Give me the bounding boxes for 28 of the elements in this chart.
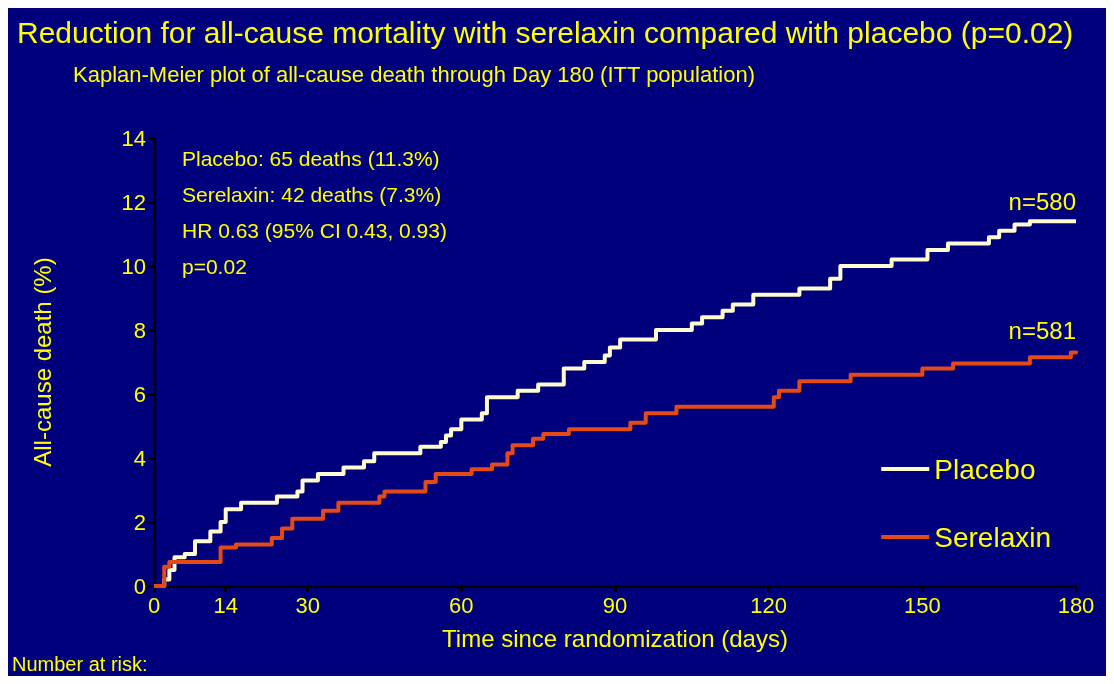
- annotation: n=581: [1008, 317, 1076, 345]
- y-tick-label: 14: [121, 125, 146, 151]
- y-tick-label: 8: [133, 317, 146, 343]
- x-axis-title: Time since randomization (days): [442, 624, 788, 652]
- x-tick-label: 90: [602, 592, 628, 618]
- legend-label: Serelaxin: [934, 521, 1051, 553]
- x-tick-label: 120: [750, 592, 788, 618]
- chart-subtitle: Kaplan-Meier plot of all-cause death through Day 180 (ITT population): [73, 61, 755, 87]
- annotation: Serelaxin: 42 deaths (7.3%): [182, 183, 442, 206]
- y-tick-label: 2: [133, 509, 146, 535]
- x-tick-label: 60: [449, 592, 474, 618]
- x-tick-label: 30: [295, 592, 320, 618]
- y-tick-label: 6: [133, 381, 146, 407]
- annotation: HR 0.63 (95% CI 0.43, 0.93): [182, 219, 447, 242]
- text: Number at risk:: [12, 653, 148, 675]
- y-tick-label: 4: [133, 445, 146, 471]
- legend-label: Placebo: [934, 453, 1036, 485]
- y-tick-label: 12: [121, 189, 146, 215]
- y-tick-label: 0: [133, 573, 146, 599]
- x-tick-label: 150: [903, 592, 941, 618]
- annotation: p=0.02: [182, 255, 247, 278]
- annotation: Placebo: 65 deaths (11.3%): [182, 147, 440, 170]
- y-tick-label: 10: [121, 253, 146, 279]
- x-tick-label: 180: [1057, 592, 1095, 618]
- chart-title: Reduction for all-cause mortality with serelaxin compared with placebo (p=0.02): [17, 15, 1074, 49]
- x-tick-label: 14: [213, 592, 238, 618]
- y-axis-title: All-cause death (%): [28, 257, 56, 467]
- annotation: n=580: [1008, 187, 1076, 215]
